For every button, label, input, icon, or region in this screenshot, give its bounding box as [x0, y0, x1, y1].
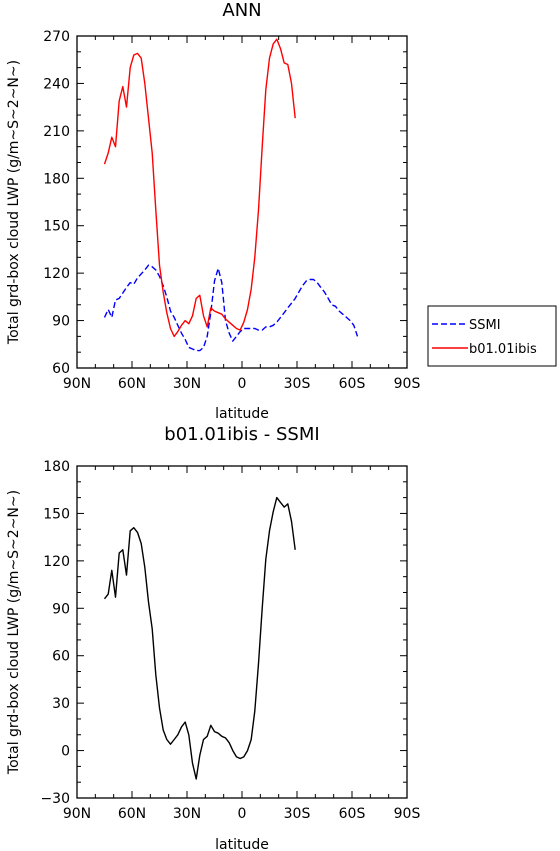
chart-title: ANN: [222, 0, 261, 21]
x-tick-label: 30N: [173, 376, 201, 392]
legend: SSMI b01.01ibis: [427, 305, 557, 367]
y-tick-label: 90: [52, 601, 70, 617]
x-tick-label: 90S: [394, 806, 421, 822]
y-tick-label: 120: [43, 266, 70, 282]
y-tick-label: 180: [43, 459, 70, 475]
series-line-ssmi: [103, 264, 359, 352]
y-axis-label: Total grd-box cloud LWP (g/m~S~2~N~): [6, 60, 22, 345]
series-line-b01-01ibis: [103, 38, 296, 338]
y-tick-label: 90: [52, 314, 70, 330]
x-axis-label: latitude: [215, 406, 269, 422]
x-tick-label: 30N: [173, 806, 201, 822]
x-tick-label: 90N: [63, 376, 91, 392]
legend-label: b01.01ibis: [469, 342, 537, 357]
chart-panel-1: ANN 90N 60N 30N 0 30S 60S 90S 60 90 120 150 180 210 24…: [6, 0, 557, 422]
x-tick-label: 60S: [339, 806, 366, 822]
x-tick-label: 0: [238, 806, 247, 822]
x-tick-label: 90S: [394, 376, 421, 392]
y-tick-label: −30: [40, 791, 70, 807]
x-tick-label: 60S: [339, 376, 366, 392]
y-tick-label: 60: [52, 649, 70, 665]
legend-box: [427, 305, 557, 367]
chart-panel-2: b01.01ibis - SSMI 90N 60N 30N 0 30S 60S 90S −30 0…: [6, 424, 420, 851]
y-tick-label: 150: [43, 219, 70, 235]
y-axis-label: Total grd-box cloud LWP (g/m~S~2~N~): [6, 490, 22, 775]
y-tick-label: 60: [52, 361, 70, 377]
y-tick-label: 30: [52, 696, 70, 712]
y-tick-label: 0: [61, 744, 70, 760]
plot-frame: [76, 35, 408, 369]
y-tick-label: 150: [43, 506, 70, 522]
x-tick-label: 90N: [63, 806, 91, 822]
y-tick-label: 270: [43, 29, 70, 45]
plot-frame: [76, 465, 408, 799]
x-tick-label: 60N: [118, 806, 146, 822]
y-tick-label: 240: [43, 76, 70, 92]
chart-title: b01.01ibis - SSMI: [164, 424, 319, 445]
x-tick-label: 30S: [284, 376, 311, 392]
y-tick-label: 120: [43, 554, 70, 570]
x-tick-label: 60N: [118, 376, 146, 392]
x-tick-label: 30S: [284, 806, 311, 822]
x-tick-label: 0: [238, 376, 247, 392]
x-axis-label: latitude: [215, 837, 269, 851]
y-tick-label: 180: [43, 171, 70, 187]
y-tick-label: 210: [43, 124, 70, 140]
series-line-1: [103, 496, 296, 780]
legend-label: SSMI: [469, 318, 501, 333]
